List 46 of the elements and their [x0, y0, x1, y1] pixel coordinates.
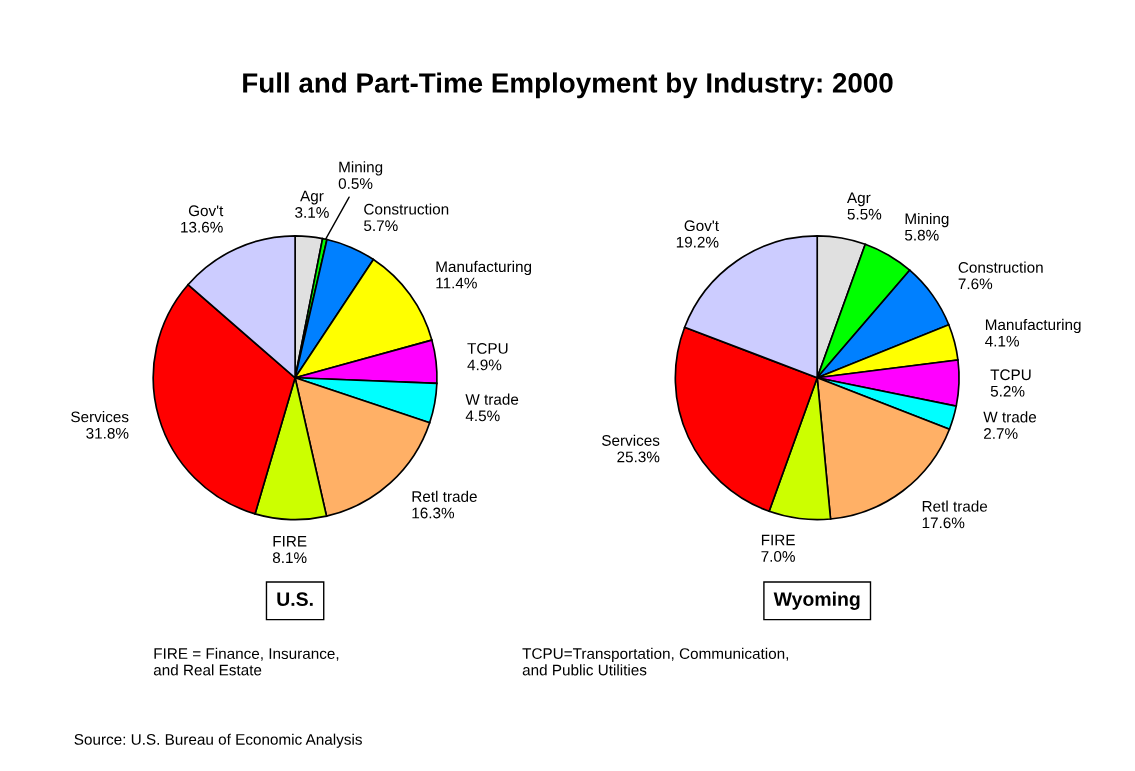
slice-label: Manufacturing — [436, 260, 532, 276]
slice-label: Manufacturing — [985, 318, 1081, 334]
data-label: 4.9% — [467, 359, 502, 371]
slice-label: Mining — [339, 161, 383, 176]
data-label: 19.2% — [676, 236, 719, 248]
slice-label: Retl trade — [922, 500, 988, 512]
data-label: 0.5% — [338, 178, 373, 189]
data-label: 25.3% — [617, 451, 660, 463]
data-label: 11.4% — [436, 277, 477, 289]
slice-label: W trade — [465, 393, 519, 405]
data-label: 7.6% — [958, 278, 993, 290]
slice-label: FIRE — [273, 536, 307, 547]
data-label: 17.6% — [922, 517, 965, 529]
slice-label: Gov't — [188, 205, 224, 217]
slice-label: Services — [602, 434, 660, 446]
slice-label: TCPU — [467, 343, 508, 354]
data-label: 5.2% — [990, 385, 1025, 397]
data-label: 5.7% — [364, 220, 398, 232]
text: TCPU=Transportation, Communication, and Public Utilities — [522, 647, 789, 676]
data-label: 31.8% — [86, 427, 129, 439]
slice-label: Services — [71, 411, 129, 423]
data-label: 3.1% — [295, 207, 329, 218]
text: Wyoming — [773, 591, 860, 610]
data-label: 5.5% — [847, 208, 882, 220]
slice-label: Retl trade — [412, 490, 477, 502]
slice-label: Construction — [364, 203, 449, 215]
data-label: 16.3% — [412, 507, 455, 519]
slice-label: Agr — [846, 192, 871, 207]
slice-label: Gov't — [684, 220, 719, 232]
text: FIRE = Finance, Insurance, and Real Estate — [153, 647, 339, 676]
source-note: Source: U.S. Bureau of Economic Analysis — [74, 733, 362, 748]
slice-label: FIRE — [761, 534, 795, 546]
chart-title: Full and Part-Time Employment by Industry: 2000 — [243, 72, 893, 99]
data-label: 2.7% — [984, 428, 1018, 439]
slice-label: Construction — [958, 261, 1043, 273]
text: U.S. — [277, 592, 313, 607]
slice-label: TCPU — [990, 369, 1031, 381]
data-label: 4.5% — [465, 410, 500, 422]
data-label: 7.0% — [761, 551, 795, 562]
data-label: 13.6% — [181, 221, 223, 233]
data-label: 5.8% — [904, 229, 939, 241]
data-label: 8.1% — [272, 552, 307, 564]
slice-label: Agr — [300, 190, 324, 205]
data-label: 4.1% — [985, 335, 1019, 347]
slice-label: Mining — [905, 212, 949, 228]
slice-label: W trade — [983, 411, 1037, 423]
